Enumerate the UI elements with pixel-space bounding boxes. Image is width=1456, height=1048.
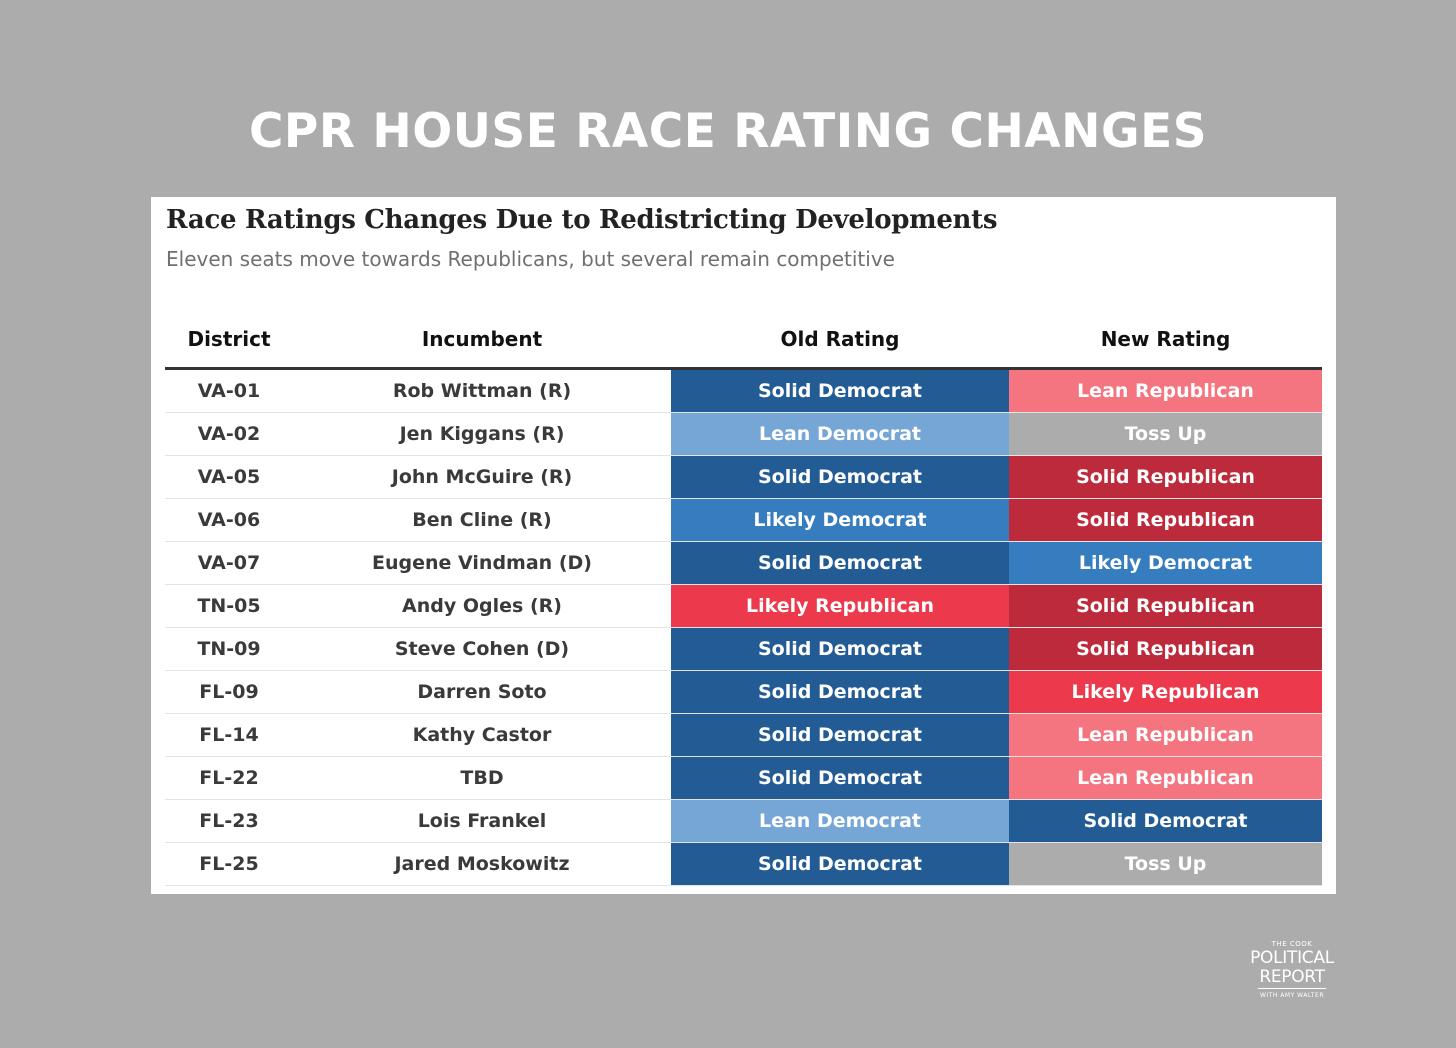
page-headline: CPR HOUSE RACE RATING CHANGES [248, 104, 1208, 159]
old-rating-cell: Likely Republican [671, 584, 1009, 628]
new-rating-cell: Lean Republican [1009, 713, 1322, 757]
logo-line-the-cook: THE COOK [1271, 940, 1313, 948]
new-rating-cell: Lean Republican [1009, 368, 1322, 413]
table-row: TN-05 Andy Ogles (R) Likely Republican Soli… [165, 584, 1322, 628]
district-cell: FL-22 [165, 756, 293, 800]
table-row: FL-09 Darren Soto Solid Democrat Likely Rep… [165, 670, 1322, 714]
old-rating-cell: Lean Democrat [671, 412, 1009, 456]
chart-title: Race Ratings Changes Due to Redistrictin… [166, 205, 998, 235]
cook-political-report-logo: THE COOK POLITICAL REPORT WITH AMY WALTE… [1242, 940, 1342, 1000]
new-rating-cell: Solid Republican [1009, 455, 1322, 499]
district-cell: VA-02 [165, 412, 293, 456]
new-rating-cell: Lean Republican [1009, 756, 1322, 800]
incumbent-cell: Rob Wittman (R) [293, 368, 671, 413]
old-rating-cell: Solid Democrat [671, 842, 1009, 886]
table-row: VA-07 Eugene Vindman (D) Solid Democrat Lik… [165, 541, 1322, 585]
logo-divider [1258, 988, 1326, 989]
old-rating-cell: Lean Democrat [671, 799, 1009, 843]
incumbent-cell: Darren Soto [293, 670, 671, 714]
incumbent-cell: Lois Frankel [293, 799, 671, 843]
column-header-incumbent: Incumbent [293, 315, 671, 370]
ratings-card: Race Ratings Changes Due to Redistrictin… [151, 197, 1336, 894]
incumbent-cell: John McGuire (R) [293, 455, 671, 499]
table-row: FL-25 Jared Moskowitz Solid Democrat Toss U… [165, 842, 1322, 886]
table-row: VA-05 John McGuire (R) Solid Democrat Solid… [165, 455, 1322, 499]
logo-line-report: REPORT [1259, 967, 1325, 987]
incumbent-cell: Jen Kiggans (R) [293, 412, 671, 456]
old-rating-cell: Solid Democrat [671, 670, 1009, 714]
new-rating-cell: Solid Republican [1009, 584, 1322, 628]
column-header-new-rating: New Rating [1009, 315, 1322, 370]
district-cell: TN-05 [165, 584, 293, 628]
old-rating-cell: Solid Democrat [671, 756, 1009, 800]
district-cell: VA-01 [165, 368, 293, 413]
new-rating-cell: Likely Democrat [1009, 541, 1322, 585]
ratings-table-body: VA-01 Rob Wittman (R) Solid Democrat Lean R… [165, 368, 1322, 886]
table-row: VA-02 Jen Kiggans (R) Lean Democrat Toss Up [165, 412, 1322, 456]
table-header-row: District Incumbent Old Rating New Rating [165, 315, 1322, 370]
old-rating-cell: Solid Democrat [671, 455, 1009, 499]
old-rating-cell: Solid Democrat [671, 541, 1009, 585]
column-header-old-rating: Old Rating [671, 315, 1009, 370]
chart-subtitle: Eleven seats move towards Republicans, b… [166, 247, 895, 271]
district-cell: FL-23 [165, 799, 293, 843]
district-cell: FL-25 [165, 842, 293, 886]
district-cell: VA-05 [165, 455, 293, 499]
incumbent-cell: TBD [293, 756, 671, 800]
incumbent-cell: Eugene Vindman (D) [293, 541, 671, 585]
column-header-district: District [165, 315, 293, 370]
ratings-table: District Incumbent Old Rating New Rating… [165, 315, 1322, 886]
district-cell: FL-09 [165, 670, 293, 714]
table-row: FL-22 TBD Solid Democrat Lean Republican [165, 756, 1322, 800]
table-row: TN-09 Steve Cohen (D) Solid Democrat Solid … [165, 627, 1322, 671]
district-cell: FL-14 [165, 713, 293, 757]
district-cell: VA-06 [165, 498, 293, 542]
old-rating-cell: Solid Democrat [671, 368, 1009, 413]
incumbent-cell: Steve Cohen (D) [293, 627, 671, 671]
old-rating-cell: Solid Democrat [671, 627, 1009, 671]
district-cell: TN-09 [165, 627, 293, 671]
old-rating-cell: Solid Democrat [671, 713, 1009, 757]
old-rating-cell: Likely Democrat [671, 498, 1009, 542]
district-cell: VA-07 [165, 541, 293, 585]
logo-line-amy-walter: WITH AMY WALTER [1260, 992, 1324, 999]
new-rating-cell: Toss Up [1009, 842, 1322, 886]
new-rating-cell: Solid Republican [1009, 627, 1322, 671]
incumbent-cell: Ben Cline (R) [293, 498, 671, 542]
table-row: VA-01 Rob Wittman (R) Solid Democrat Lean R… [165, 368, 1322, 413]
table-row: FL-14 Kathy Castor Solid Democrat Lean Repu… [165, 713, 1322, 757]
table-row: FL-23 Lois Frankel Lean Democrat Solid Demo… [165, 799, 1322, 843]
new-rating-cell: Solid Democrat [1009, 799, 1322, 843]
new-rating-cell: Solid Republican [1009, 498, 1322, 542]
table-row: VA-06 Ben Cline (R) Likely Democrat Solid R… [165, 498, 1322, 542]
incumbent-cell: Kathy Castor [293, 713, 671, 757]
incumbent-cell: Jared Moskowitz [293, 842, 671, 886]
logo-line-political: POLITICAL [1250, 948, 1334, 968]
incumbent-cell: Andy Ogles (R) [293, 584, 671, 628]
new-rating-cell: Likely Republican [1009, 670, 1322, 714]
new-rating-cell: Toss Up [1009, 412, 1322, 456]
